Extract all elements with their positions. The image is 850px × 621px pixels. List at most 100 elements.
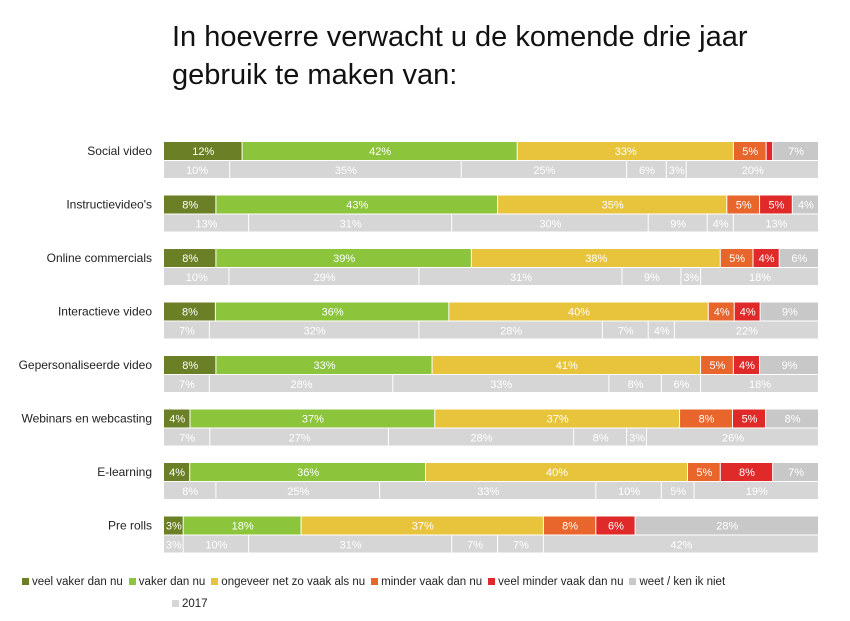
bar-segment (734, 302, 760, 321)
comparison-value-label: 31% (340, 540, 362, 552)
comparison-value-label: 8% (628, 379, 644, 391)
bar-segment (301, 516, 543, 535)
comparison-segment (707, 214, 733, 232)
comparison-segment (648, 321, 674, 339)
bar-segment (753, 249, 779, 267)
bar-segment (216, 249, 471, 267)
category-label: Social video (87, 144, 152, 158)
bar-segment (435, 409, 680, 428)
bar-value-label: 6% (608, 521, 624, 533)
comparison-segment (210, 428, 388, 446)
comparison-segment (681, 268, 701, 285)
bar-segment (760, 302, 818, 321)
legend-swatch (371, 578, 379, 585)
bar-value-label: 35% (602, 200, 624, 212)
comparison-value-label: 8% (593, 433, 609, 445)
comparison-value-label: 30% (539, 219, 561, 231)
bar-segment (792, 195, 818, 214)
bar-value-label: 28% (716, 521, 738, 533)
comparison-segment (380, 482, 596, 499)
comparison-segment (701, 375, 818, 392)
bar-segment (190, 463, 425, 481)
bar-value-label: 7% (788, 146, 804, 158)
bar-value-label: 43% (346, 200, 368, 212)
comparison-segment (686, 161, 818, 178)
legend-swatch (22, 578, 29, 585)
legend-swatch (211, 578, 219, 585)
bar-value-label: 5% (696, 467, 712, 479)
comparison-segment (701, 268, 818, 285)
comparison-value-label: 9% (644, 272, 660, 284)
bar-value-label: 4% (169, 414, 185, 426)
bar-value-label: 8% (739, 467, 755, 479)
comparison-value-label: 10% (186, 272, 208, 284)
comparison-segment (596, 482, 661, 499)
bar-value-label: 12% (192, 146, 214, 158)
comparison-segment (627, 428, 646, 446)
legend-label: veel minder vaak dan nu (498, 576, 624, 588)
comparison-segment (209, 321, 419, 339)
legend-item: 2017 (172, 593, 208, 615)
category-label: Pre rolls (108, 519, 152, 533)
bar-value-label: 8% (182, 200, 198, 212)
category-label: Instructievideo's (66, 198, 152, 212)
bar-segment (242, 142, 517, 160)
comparison-segment (452, 214, 648, 232)
comparison-value-label: 19% (746, 486, 768, 498)
bar-segment (760, 356, 818, 374)
comparison-value-label: 42% (670, 540, 692, 552)
legend-swatch (128, 578, 136, 585)
comparison-segment (230, 161, 461, 178)
bar-segment (216, 356, 432, 374)
legend-item: ongeveer net zo vaak als nu (211, 571, 365, 593)
legend-item: veel minder vaak dan nu (488, 571, 623, 593)
bar-value-label: 4% (759, 253, 775, 265)
bar-segment (727, 195, 760, 214)
bar-segment (773, 142, 818, 160)
bar-value-label: 42% (369, 146, 391, 158)
bar-value-label: 36% (297, 467, 319, 479)
bar-segment (766, 409, 818, 428)
bar-segment (543, 516, 596, 535)
bar-value-label: 18% (232, 521, 254, 533)
bar-value-label: 8% (182, 360, 198, 372)
stacked-bar-chart: Social video 12% 42% 33% 5% 7% 10% 35% 25% 6% 3% 20… (19, 142, 818, 553)
comparison-value-label: 31% (340, 219, 362, 231)
comparison-segment (733, 214, 818, 232)
comparison-value-label: 13% (765, 219, 787, 231)
legend-label: vaker dan nu (138, 576, 206, 588)
comparison-value-label: 29% (313, 272, 335, 284)
chart-legend: veel vaker dan nu vaker dan nu ongeveer ne… (22, 571, 842, 615)
bar-segment (760, 195, 792, 214)
legend-item: minder vaak dan nu (371, 571, 482, 593)
comparison-segment (164, 214, 249, 232)
bar-segment (215, 302, 449, 321)
comparison-segment (694, 482, 818, 499)
category-label: Gepersonaliseerde video (19, 358, 153, 372)
bar-segment (596, 516, 635, 535)
bar-segment (471, 249, 720, 267)
bar-value-label: 4% (169, 467, 185, 479)
comparison-segment (249, 535, 452, 553)
comparison-value-label: 7% (513, 540, 529, 552)
comparison-value-label: 10% (618, 486, 640, 498)
bar-value-label: 5% (710, 360, 726, 372)
bar-value-label: 40% (568, 307, 590, 319)
bar-segment (164, 409, 190, 428)
legend-item: weet / ken ik niet (629, 571, 725, 593)
comparison-value-label: 4% (713, 219, 729, 231)
comparison-value-label: 6% (639, 165, 655, 177)
comparison-segment (164, 482, 216, 499)
comparison-value-label: 7% (618, 326, 634, 338)
bar-value-label: 8% (182, 307, 198, 319)
category-label: Interactieve video (58, 305, 152, 319)
comparison-value-label: 7% (179, 326, 195, 338)
comparison-segment (674, 321, 818, 339)
bar-segment (164, 463, 190, 481)
bar-value-label: 41% (556, 360, 578, 372)
bar-segment (773, 463, 818, 481)
comparison-value-label: 3% (166, 540, 182, 552)
comparison-value-label: 10% (186, 165, 208, 177)
bar-segment (688, 463, 720, 481)
bar-segment (190, 409, 435, 428)
